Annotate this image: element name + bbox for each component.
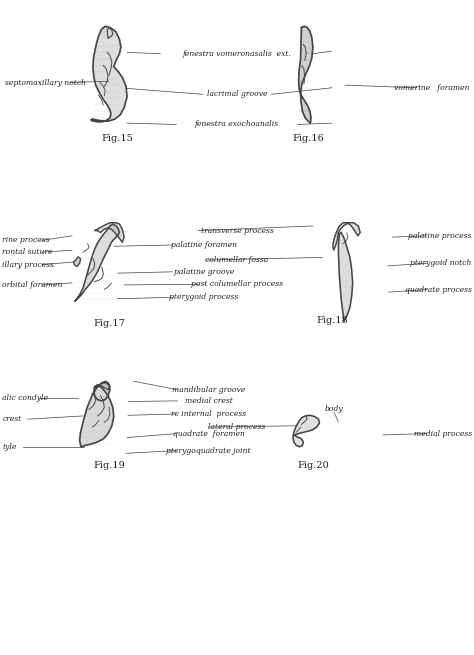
Text: alic condyle: alic condyle: [2, 394, 48, 402]
Polygon shape: [73, 257, 81, 267]
Text: quadrate process: quadrate process: [405, 286, 472, 293]
Text: crest: crest: [2, 415, 22, 423]
Text: quadrate  foramen: quadrate foramen: [173, 430, 245, 438]
Text: tyle: tyle: [2, 443, 17, 451]
Polygon shape: [94, 381, 110, 390]
Text: fenestra vomeronasalis  ext.: fenestra vomeronasalis ext.: [182, 50, 292, 58]
Text: pterygoquadrate joint: pterygoquadrate joint: [166, 447, 251, 455]
Text: fenestra exochoanalis: fenestra exochoanalis: [195, 121, 279, 128]
Text: medial crest: medial crest: [184, 397, 233, 405]
Text: palatine groove: palatine groove: [173, 268, 234, 276]
Text: pterygoid notch: pterygoid notch: [410, 259, 472, 267]
Text: Fig.15: Fig.15: [102, 134, 133, 143]
Text: rine process: rine process: [2, 236, 50, 244]
Text: pterygoid process: pterygoid process: [169, 293, 238, 301]
Text: medial process: medial process: [413, 430, 472, 438]
Text: Fig.19: Fig.19: [93, 460, 125, 470]
Text: lacrimal groove: lacrimal groove: [207, 90, 267, 98]
Polygon shape: [91, 26, 127, 122]
Text: orbital foramen: orbital foramen: [2, 281, 63, 289]
Polygon shape: [75, 224, 119, 301]
Text: columellar fossa: columellar fossa: [205, 256, 269, 264]
Text: vomerine   foramen: vomerine foramen: [394, 84, 469, 92]
Polygon shape: [299, 26, 313, 123]
Text: palatine process: palatine process: [408, 232, 472, 240]
Text: post columellar process: post columellar process: [191, 280, 283, 288]
Polygon shape: [293, 415, 319, 447]
Text: septomaxillary notch: septomaxillary notch: [5, 79, 86, 86]
Polygon shape: [80, 383, 114, 447]
Text: transverse process: transverse process: [201, 227, 273, 234]
Text: Fig.20: Fig.20: [297, 460, 328, 470]
Text: lateral process: lateral process: [209, 423, 265, 431]
Text: rontal suture: rontal suture: [2, 248, 53, 256]
Polygon shape: [95, 223, 124, 242]
Text: rc internal  process: rc internal process: [171, 410, 246, 418]
Text: illary process: illary process: [2, 261, 54, 269]
Text: body: body: [325, 405, 344, 413]
Text: Fig.18: Fig.18: [316, 316, 347, 326]
Polygon shape: [333, 223, 360, 250]
Text: Fig.17: Fig.17: [93, 319, 125, 328]
Text: mandibular groove: mandibular groove: [172, 386, 245, 394]
Text: Fig.16: Fig.16: [292, 134, 324, 143]
Text: palatine foramen: palatine foramen: [171, 241, 237, 249]
Polygon shape: [338, 233, 353, 321]
